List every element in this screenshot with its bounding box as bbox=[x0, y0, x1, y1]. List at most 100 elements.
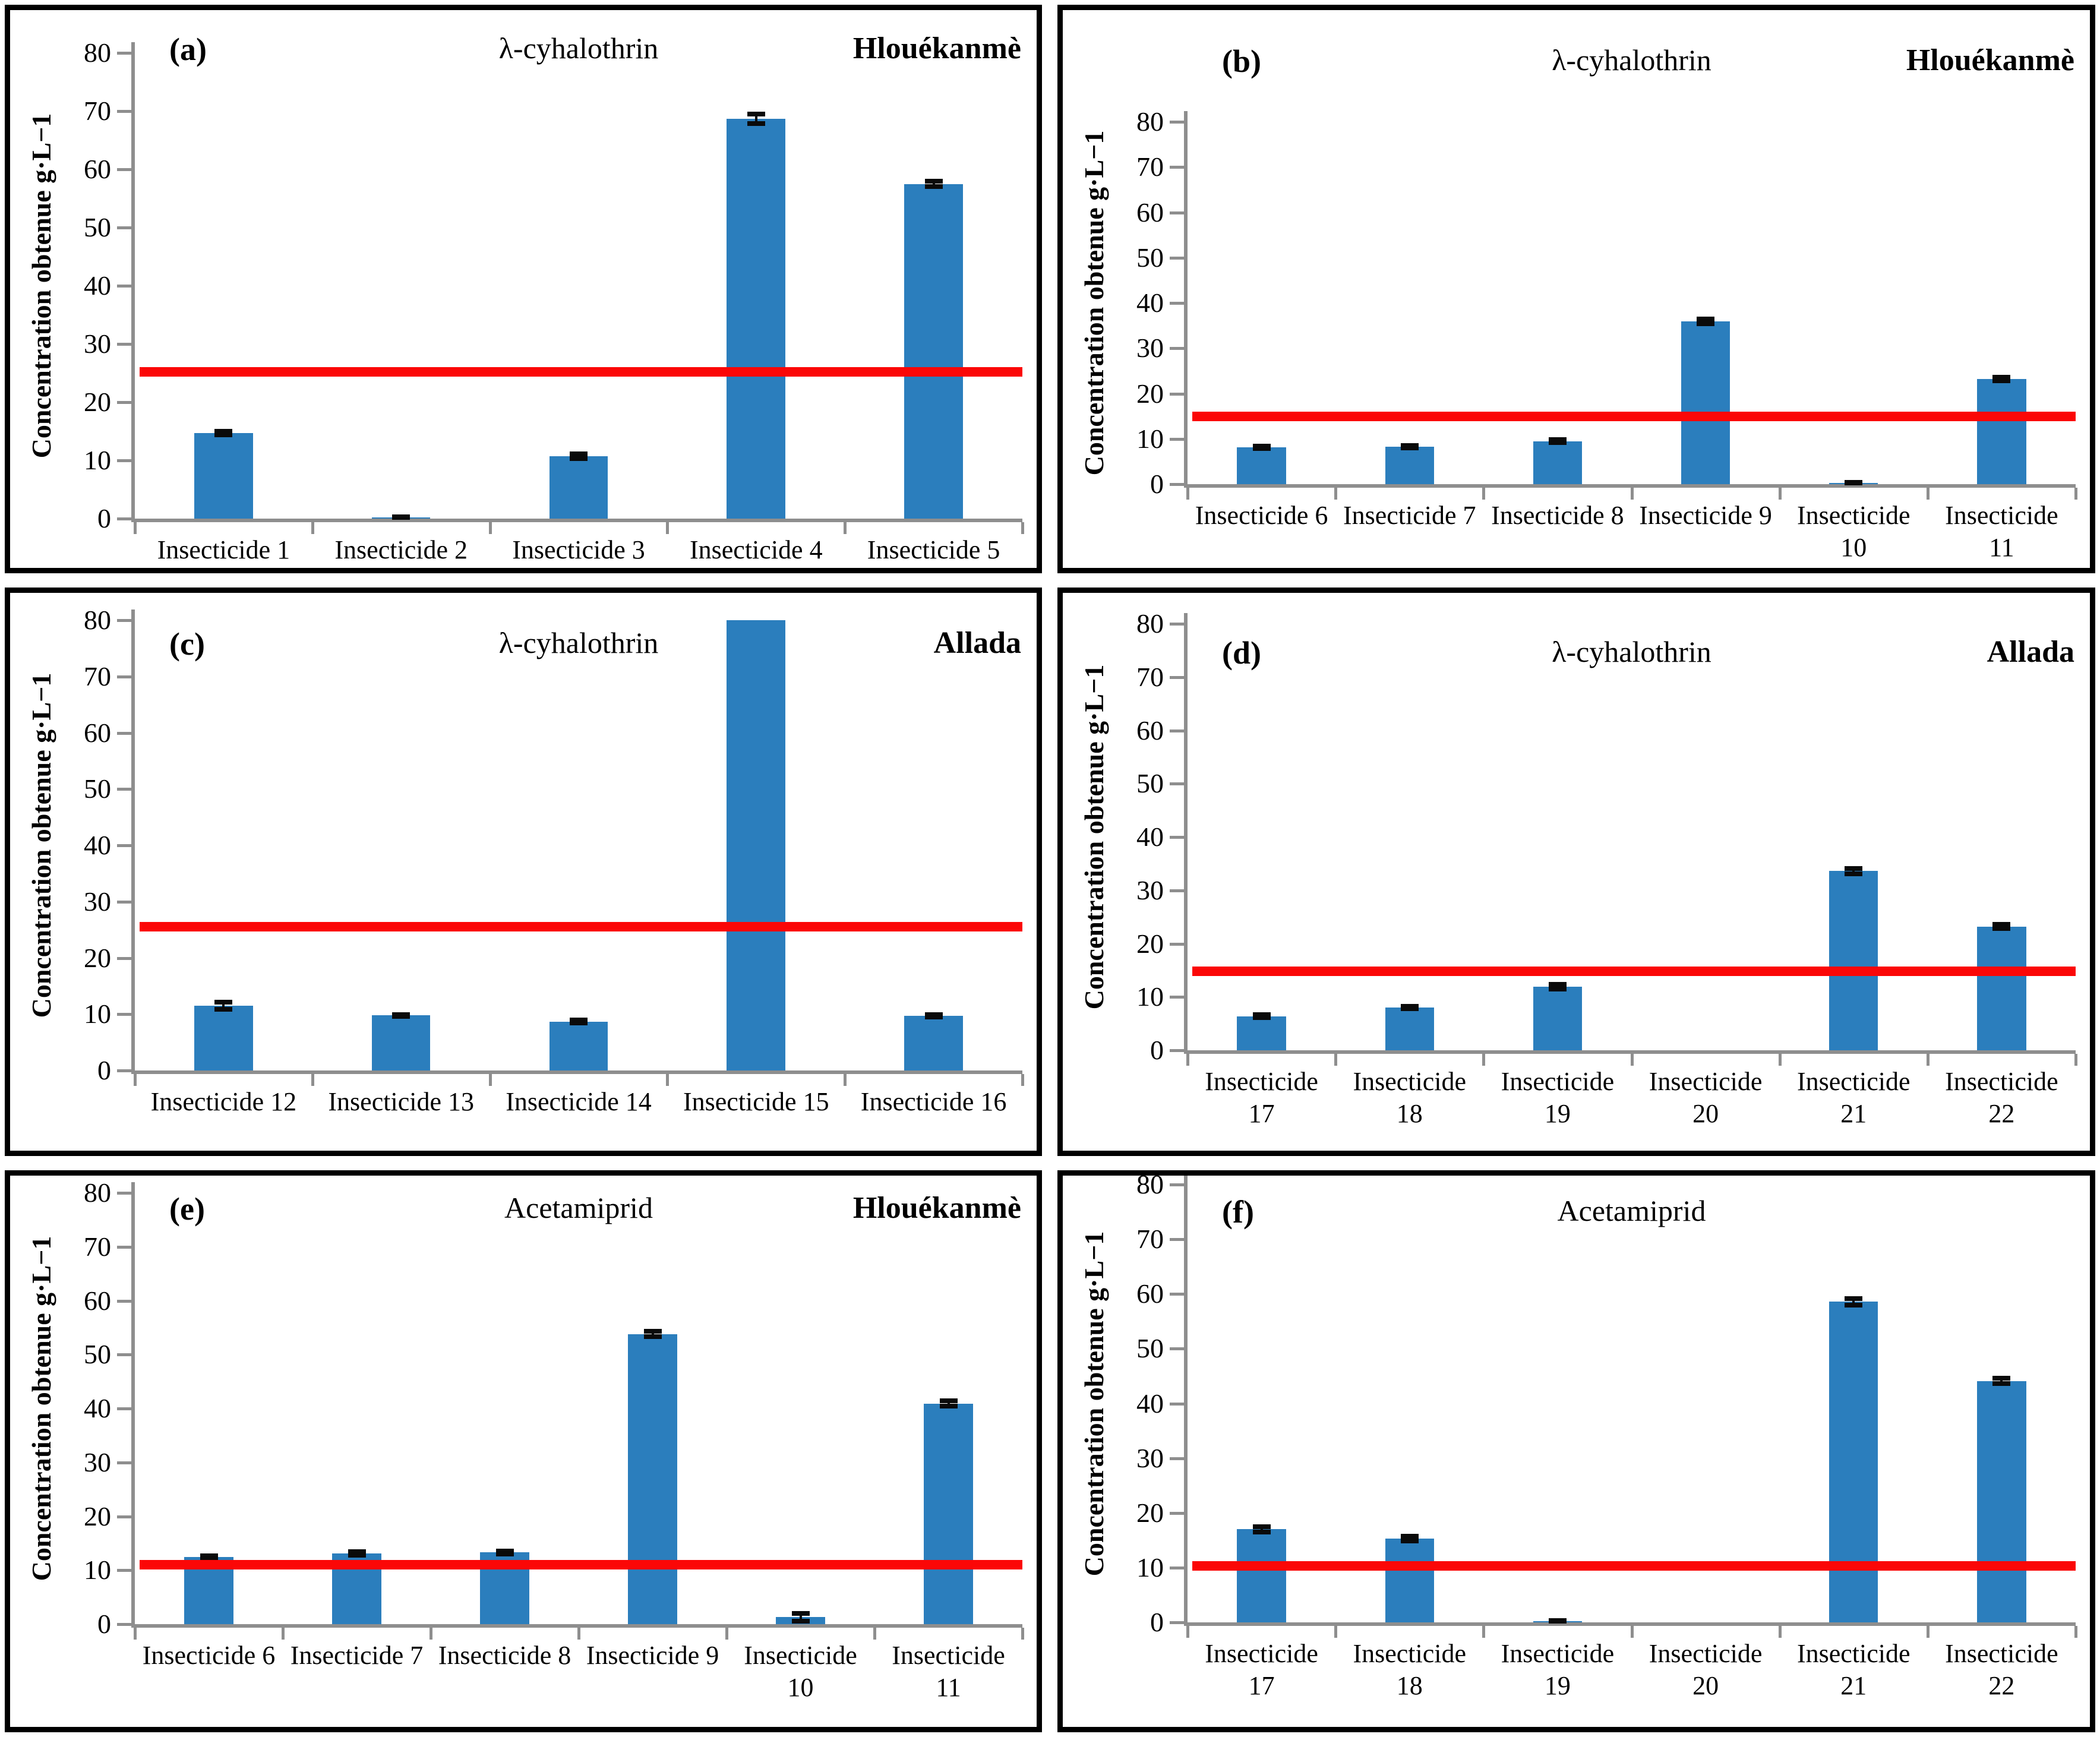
x-tick-label: Insecticide 11 bbox=[1928, 500, 2076, 564]
y-tick bbox=[1170, 392, 1188, 396]
x-tick-label: Insecticide 16 bbox=[845, 1086, 1022, 1118]
error-bar-cap bbox=[791, 1610, 810, 1616]
x-tick bbox=[1778, 1054, 1782, 1066]
x-axis-line bbox=[131, 1624, 1022, 1628]
x-tick-label: Insecticide 10 bbox=[1780, 500, 1928, 564]
bar bbox=[1681, 321, 1730, 484]
x-tick bbox=[666, 522, 670, 534]
y-tick bbox=[117, 731, 135, 735]
y-tick bbox=[1170, 121, 1188, 124]
x-tick-label-line: Insecticide 12 bbox=[150, 1087, 297, 1116]
x-tick-label-line: Insecticide bbox=[892, 1641, 1005, 1670]
error-bar-cap bbox=[1992, 1381, 2011, 1387]
x-tick-label: Insecticide 18 bbox=[1335, 1638, 1483, 1702]
y-tick-label: 50 bbox=[1136, 1333, 1164, 1364]
x-tick bbox=[1186, 488, 1189, 500]
x-tick-label: Insecticide 3 bbox=[490, 534, 668, 566]
location-label: Allada bbox=[1987, 635, 2074, 669]
x-tick bbox=[1021, 522, 1024, 534]
y-tick bbox=[117, 1461, 135, 1464]
error-bar-cap bbox=[214, 1006, 233, 1012]
x-tick-label: Insecticide 19 bbox=[1483, 1066, 1631, 1130]
chart-title: λ-cyhalothrin bbox=[498, 626, 659, 659]
error-bar-cap bbox=[348, 1549, 366, 1555]
error-bar-cap bbox=[747, 111, 765, 116]
y-tick bbox=[1170, 1238, 1188, 1242]
y-tick bbox=[117, 285, 135, 288]
y-tick-label: 50 bbox=[84, 773, 111, 804]
x-tick-label: Insecticide 5 bbox=[845, 534, 1022, 566]
y-tick-label: 70 bbox=[1136, 151, 1164, 182]
reference-line bbox=[1192, 1561, 2076, 1571]
bar bbox=[549, 1021, 608, 1070]
y-tick-label: 10 bbox=[1136, 423, 1164, 454]
y-tick-label: 80 bbox=[84, 1177, 111, 1208]
x-tick-label: Insecticide 14 bbox=[490, 1086, 668, 1118]
error-bar-cap bbox=[791, 1618, 810, 1624]
error-bar-line bbox=[754, 113, 757, 124]
x-tick-label-line: Insecticide bbox=[1649, 1067, 1763, 1096]
error-bar-cap bbox=[570, 1020, 588, 1025]
y-tick bbox=[117, 844, 135, 847]
x-tick-label: Insecticide 11 bbox=[874, 1640, 1022, 1704]
x-tick-label-line: 22 bbox=[1988, 1671, 2015, 1700]
panel-label: (c) bbox=[169, 626, 205, 662]
x-tick bbox=[134, 522, 137, 534]
y-tick-label: 0 bbox=[1150, 1607, 1164, 1637]
y-tick-label: 50 bbox=[84, 212, 111, 242]
y-tick-label: 30 bbox=[84, 886, 111, 917]
bar bbox=[904, 1016, 963, 1070]
y-tick bbox=[1170, 729, 1188, 732]
error-bar-cap bbox=[200, 1553, 218, 1559]
error-bar-cap bbox=[1992, 1376, 2011, 1381]
error-bar-cap bbox=[200, 1556, 218, 1561]
x-tick bbox=[2074, 1054, 2077, 1066]
error-bar-cap bbox=[1400, 1006, 1419, 1011]
x-tick-label-line: Insecticide 1 bbox=[157, 535, 290, 564]
plot-area: 0 10 20 30 40 50 60 70 80 Insecticide 17 Insecticid… bbox=[1063, 1176, 2090, 1727]
x-tick-label-line: Insecticide bbox=[1796, 501, 1910, 530]
x-tick-label-line: Insecticide bbox=[1501, 1067, 1615, 1096]
y-tick bbox=[117, 401, 135, 404]
y-tick bbox=[117, 517, 135, 520]
x-tick-label-line: Insecticide bbox=[1353, 1067, 1467, 1096]
x-tick bbox=[2074, 488, 2077, 500]
panel-label: (d) bbox=[1222, 635, 1261, 671]
error-bar-cap bbox=[1845, 481, 1863, 485]
y-tick bbox=[117, 1299, 135, 1303]
x-tick-label: Insecticide 22 bbox=[1928, 1066, 2076, 1130]
x-tick-label-line: Insecticide bbox=[1945, 1067, 2058, 1096]
y-tick bbox=[117, 1069, 135, 1072]
x-tick-label-line: 21 bbox=[1840, 1671, 1867, 1700]
error-bar-cap bbox=[1845, 1296, 1863, 1301]
x-tick bbox=[1778, 1626, 1782, 1638]
x-tick-label-line: Insecticide 15 bbox=[683, 1087, 829, 1116]
y-tick bbox=[1170, 437, 1188, 441]
x-tick-label: Insecticide 6 bbox=[1188, 500, 1335, 532]
error-bar-cap bbox=[1548, 440, 1567, 445]
bar bbox=[1977, 379, 2026, 484]
bar bbox=[194, 432, 253, 519]
x-tick-label: Insecticide 7 bbox=[283, 1640, 431, 1672]
x-tick-label-line: 19 bbox=[1544, 1671, 1571, 1700]
x-tick-label: Insecticide 22 bbox=[1928, 1638, 2076, 1702]
x-axis-line bbox=[1184, 1622, 2076, 1626]
x-tick bbox=[430, 1628, 432, 1640]
y-axis-line bbox=[1184, 613, 1188, 1054]
y-tick-label: 40 bbox=[1136, 288, 1164, 318]
error-bar-line bbox=[651, 1331, 654, 1337]
y-tick bbox=[1170, 483, 1188, 486]
error-bar-cap bbox=[1992, 375, 2011, 380]
y-tick bbox=[1170, 623, 1188, 626]
x-tick-label: Insecticide 17 bbox=[1188, 1066, 1335, 1130]
x-tick bbox=[311, 1074, 314, 1086]
y-tick bbox=[117, 788, 135, 791]
error-bar-line bbox=[1852, 868, 1855, 874]
y-tick bbox=[117, 459, 135, 462]
x-axis-line bbox=[131, 1070, 1022, 1074]
y-tick-label: 60 bbox=[1136, 1278, 1164, 1309]
y-tick-label: 40 bbox=[1136, 1388, 1164, 1419]
error-bar-cap bbox=[1548, 1619, 1567, 1624]
panel-label: (f) bbox=[1222, 1194, 1254, 1230]
error-bar-cap bbox=[924, 1014, 943, 1019]
